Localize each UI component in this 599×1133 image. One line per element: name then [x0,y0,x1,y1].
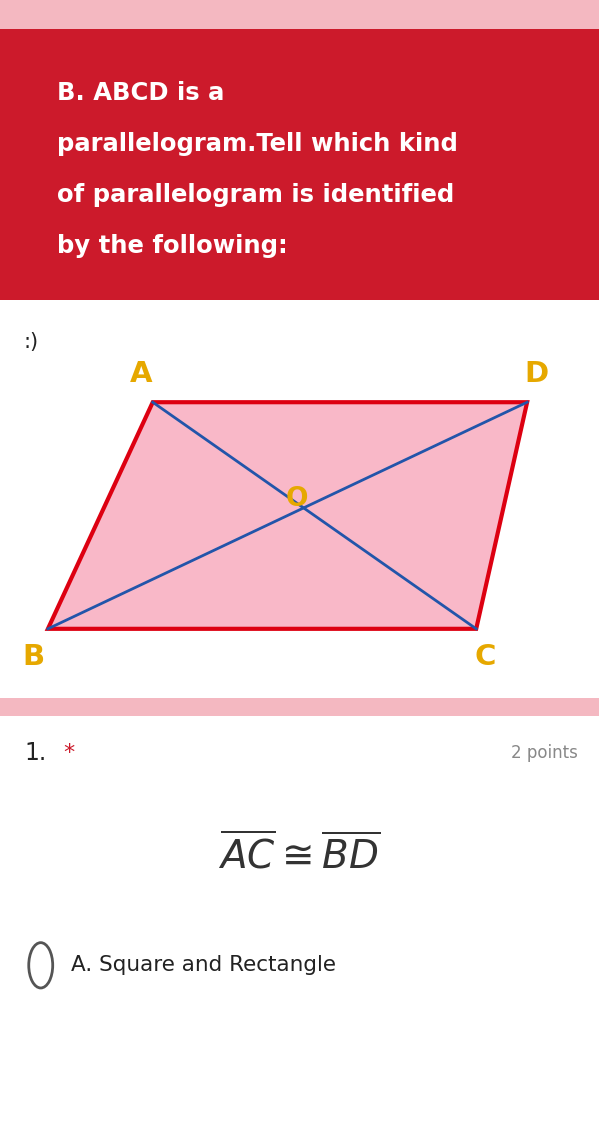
Bar [0,698,599,716]
Polygon shape [48,402,527,629]
Text: by the following:: by the following: [57,233,288,258]
Bar [0,29,599,300]
Text: B: B [22,644,44,671]
Text: C: C [474,644,496,671]
Text: A. Square and Rectangle: A. Square and Rectangle [71,955,335,976]
Text: :): :) [24,332,39,352]
Text: 1.: 1. [24,741,46,766]
Text: 2 points: 2 points [511,744,578,763]
Text: parallelogram.Tell which kind: parallelogram.Tell which kind [57,131,458,156]
Text: $\overline{AC} \cong \overline{BD}$: $\overline{AC} \cong \overline{BD}$ [219,834,380,877]
Text: O: O [285,486,308,511]
Text: B. ABCD is a: B. ABCD is a [57,80,224,105]
Bar [0,0,599,29]
Text: *: * [63,743,74,764]
Text: A: A [129,360,152,387]
Text: of parallelogram is identified: of parallelogram is identified [57,182,454,207]
Text: D: D [524,360,548,387]
